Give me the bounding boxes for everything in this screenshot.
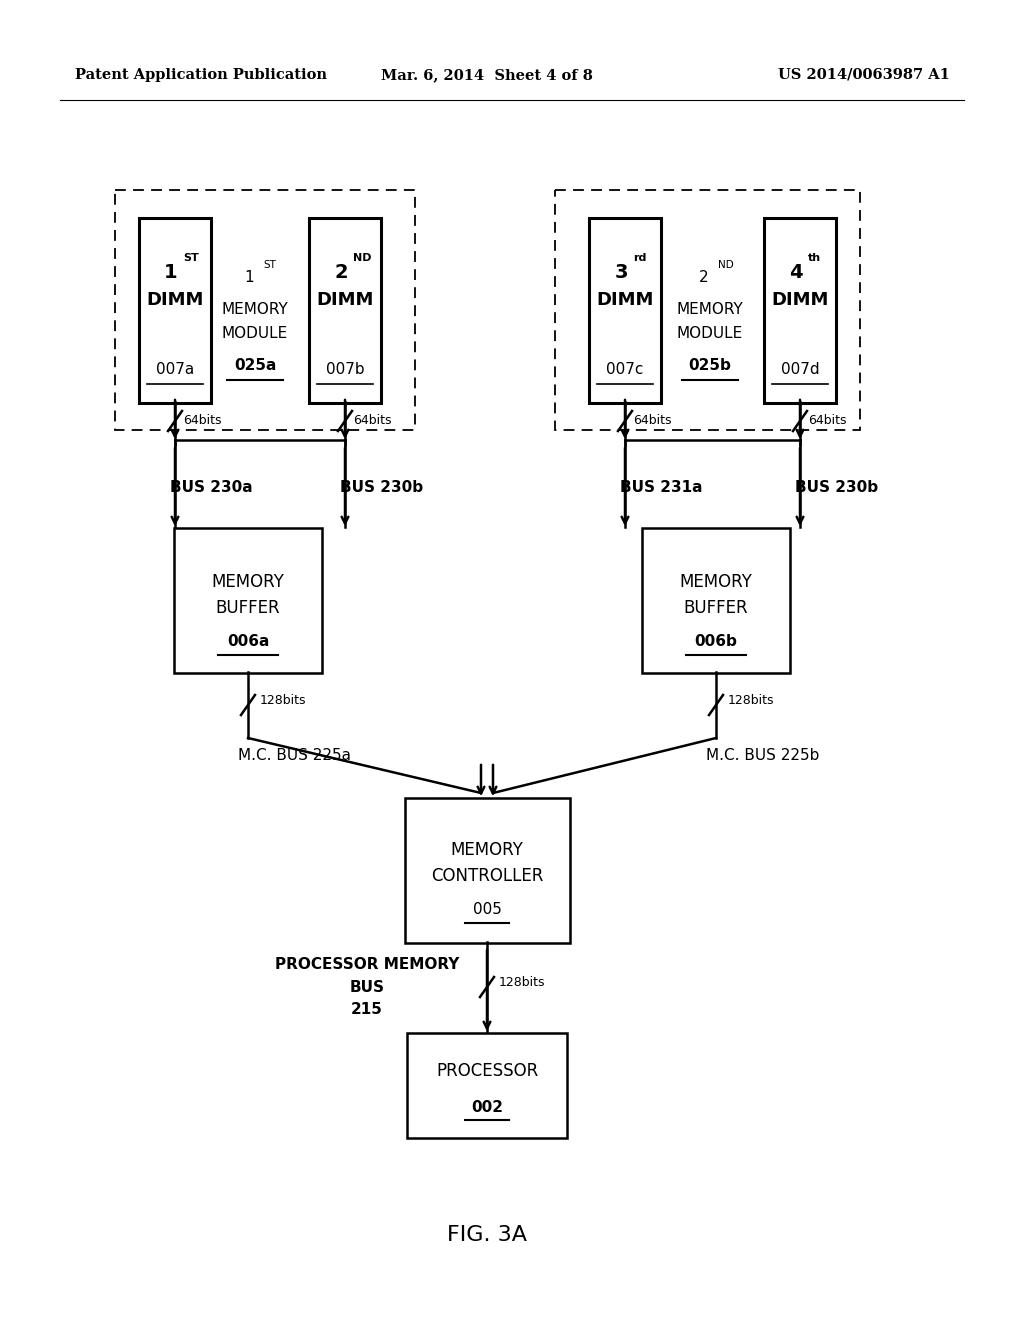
Bar <box>404 797 569 942</box>
Bar <box>174 528 322 672</box>
Bar <box>764 218 836 403</box>
Text: MEMORY: MEMORY <box>451 841 523 859</box>
Text: 2: 2 <box>699 271 709 285</box>
Text: 128bits: 128bits <box>499 975 546 989</box>
Text: ST: ST <box>263 260 275 271</box>
Bar <box>407 1032 567 1138</box>
Text: 006b: 006b <box>694 635 737 649</box>
Text: BUFFER: BUFFER <box>684 599 749 616</box>
Text: BUS 230a: BUS 230a <box>170 480 253 495</box>
Text: CONTROLLER: CONTROLLER <box>431 867 543 884</box>
Text: ND: ND <box>718 260 734 271</box>
Text: M.C. BUS 225b: M.C. BUS 225b <box>706 748 819 763</box>
Bar <box>309 218 381 403</box>
Text: 4: 4 <box>790 263 803 281</box>
Text: MODULE: MODULE <box>677 326 743 342</box>
Bar <box>555 190 860 430</box>
Text: 64bits: 64bits <box>633 414 672 428</box>
Text: 64bits: 64bits <box>808 414 847 428</box>
Text: M.C. BUS 225a: M.C. BUS 225a <box>238 748 351 763</box>
Text: 007b: 007b <box>326 363 365 378</box>
Text: 006a: 006a <box>226 635 269 649</box>
Bar <box>139 218 211 403</box>
Text: 025b: 025b <box>688 359 731 374</box>
Text: ND: ND <box>353 253 372 263</box>
Text: PROCESSOR: PROCESSOR <box>436 1063 539 1080</box>
Text: MEMORY: MEMORY <box>677 302 743 318</box>
Text: 007d: 007d <box>780 363 819 378</box>
Text: 3: 3 <box>614 263 628 281</box>
Text: MODULE: MODULE <box>222 326 288 342</box>
Text: 1: 1 <box>244 271 254 285</box>
Text: 007a: 007a <box>156 363 195 378</box>
Text: 64bits: 64bits <box>353 414 391 428</box>
Text: MEMORY: MEMORY <box>212 573 285 591</box>
Text: ST: ST <box>183 253 199 263</box>
Text: DIMM: DIMM <box>316 290 374 309</box>
Text: 002: 002 <box>471 1100 503 1114</box>
Text: US 2014/0063987 A1: US 2014/0063987 A1 <box>778 69 950 82</box>
Bar <box>642 528 790 672</box>
Text: BUS 230b: BUS 230b <box>340 480 423 495</box>
Bar <box>115 190 415 430</box>
Text: PROCESSOR MEMORY
BUS
215: PROCESSOR MEMORY BUS 215 <box>274 957 459 1016</box>
Text: rd: rd <box>633 253 646 263</box>
Text: 128bits: 128bits <box>260 693 306 706</box>
Text: 025a: 025a <box>233 359 276 374</box>
Text: 128bits: 128bits <box>728 693 774 706</box>
Text: 007c: 007c <box>606 363 644 378</box>
Text: BUS 231a: BUS 231a <box>620 480 702 495</box>
Text: Mar. 6, 2014  Sheet 4 of 8: Mar. 6, 2014 Sheet 4 of 8 <box>381 69 593 82</box>
Text: BUS 230b: BUS 230b <box>795 480 879 495</box>
Text: MEMORY: MEMORY <box>221 302 289 318</box>
Text: th: th <box>808 253 821 263</box>
Text: 1: 1 <box>164 263 178 281</box>
Text: DIMM: DIMM <box>771 290 828 309</box>
Text: DIMM: DIMM <box>596 290 653 309</box>
Text: FIG. 3A: FIG. 3A <box>447 1225 527 1245</box>
Text: BUFFER: BUFFER <box>216 599 281 616</box>
Text: 64bits: 64bits <box>183 414 221 428</box>
Text: 005: 005 <box>472 903 502 917</box>
Text: DIMM: DIMM <box>146 290 204 309</box>
Text: MEMORY: MEMORY <box>680 573 753 591</box>
Text: 2: 2 <box>334 263 348 281</box>
Bar <box>589 218 662 403</box>
Text: Patent Application Publication: Patent Application Publication <box>75 69 327 82</box>
